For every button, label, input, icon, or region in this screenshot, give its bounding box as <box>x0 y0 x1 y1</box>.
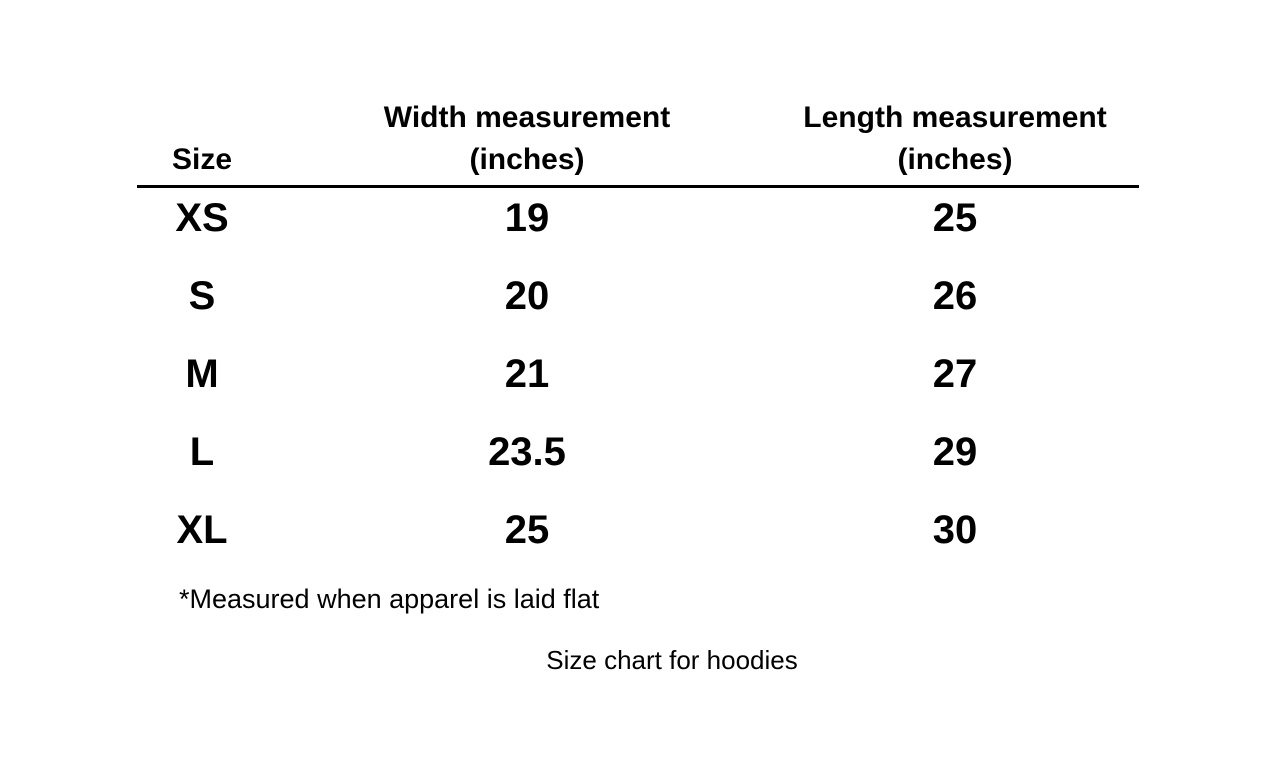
cell-length: 30 <box>932 508 978 552</box>
cell-size: XL <box>176 508 228 552</box>
cell-length: 26 <box>932 274 978 318</box>
header-width-label: Width measurement <box>383 101 671 134</box>
cell-width: 19 <box>504 196 550 240</box>
header-size: Size <box>171 143 233 176</box>
header-length-unit: (inches) <box>897 143 1013 176</box>
cell-width: 20 <box>504 274 550 318</box>
cell-length: 27 <box>932 352 978 396</box>
cell-width: 21 <box>504 352 550 396</box>
footnote: *Measured when apparel is laid flat <box>179 584 600 614</box>
cell-size: M <box>185 352 219 396</box>
cell-width: 23.5 <box>488 430 566 474</box>
header-width: Width measurement (inches) <box>327 97 727 181</box>
cell-length: 29 <box>932 430 978 474</box>
cell-length: 25 <box>932 196 978 240</box>
header-divider <box>137 185 1139 188</box>
header-length-label: Length measurement <box>803 101 1107 134</box>
cell-width: 25 <box>504 508 550 552</box>
cell-size: S <box>188 274 216 318</box>
cell-size: L <box>189 430 215 474</box>
header-length: Length measurement (inches) <box>755 97 1155 181</box>
cell-size: XS <box>175 196 229 240</box>
caption: Size chart for hoodies <box>546 645 798 675</box>
header-width-unit: (inches) <box>469 143 585 176</box>
